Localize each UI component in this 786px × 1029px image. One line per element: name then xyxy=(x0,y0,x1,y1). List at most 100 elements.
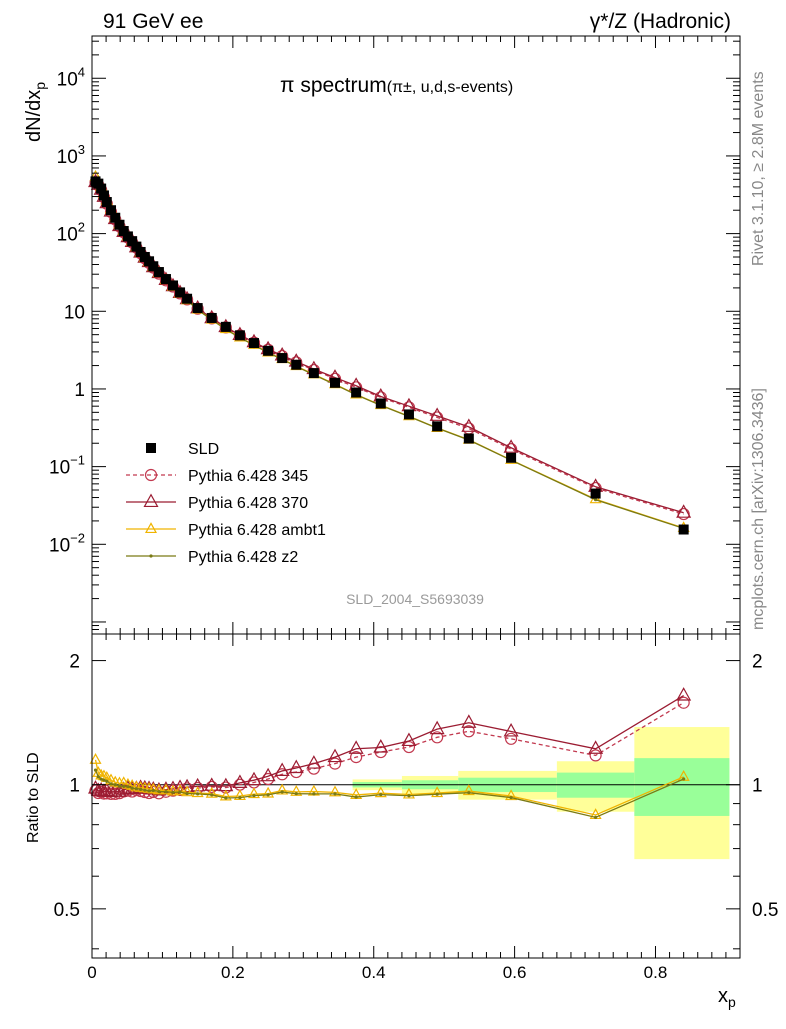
point-sld-8 xyxy=(118,226,129,237)
point-sld-6 xyxy=(110,212,121,223)
ratio-point-pythia-6-428-z2-15 xyxy=(151,788,155,793)
ratio-y-tick-label-right: 1 xyxy=(752,776,763,797)
legend-item-sld: SLD xyxy=(146,441,219,458)
ratio-point-pythia-6-428-370-31 xyxy=(348,740,364,754)
ratio-y-tick-label-left: 1 xyxy=(69,776,80,797)
top-frame xyxy=(91,35,741,635)
point-sld-23 xyxy=(220,321,231,332)
x-tick-label: 0.6 xyxy=(503,963,527,982)
legend: SLD Pythia 6.428 345 Pythia 6.428 370 Pythi… xyxy=(126,441,326,566)
ratio-point-pythia-6-428-z2-34 xyxy=(435,792,439,796)
ratio-point-pythia-6-428-z2-24 xyxy=(238,795,242,800)
ratio-point-pythia-6-428-z2-19 xyxy=(178,790,182,794)
y-tick-label: 10−1 xyxy=(49,453,85,479)
xlabel: xp xyxy=(718,985,736,1010)
point-sld-32 xyxy=(375,398,386,409)
point-sld-5 xyxy=(106,205,117,216)
ratio-point-pythia-6-428-345-34 xyxy=(431,731,444,744)
ratio-point-pythia-6-428-ambt1-27 xyxy=(276,783,289,795)
ratio-point-pythia-6-428-ambt1-19 xyxy=(174,784,187,795)
point-sld-36 xyxy=(506,452,517,463)
ratio-point-pythia-6-428-z2-0 xyxy=(93,768,98,772)
y-tick-base: 10 xyxy=(57,147,78,168)
ratio-point-pythia-6-428-z2-20 xyxy=(185,791,189,796)
main-title: π spectrum(π±, u,d,s-events) xyxy=(280,74,513,97)
point-sld-31 xyxy=(351,387,362,398)
ratio-point-pythia-6-428-z2-7 xyxy=(117,784,122,788)
point-pythia-6-428-370-35 xyxy=(461,418,477,432)
main-subtitle: (π±, u,d,s-events) xyxy=(387,79,514,96)
point-sld-21 xyxy=(192,303,203,314)
legend-marker xyxy=(146,443,156,453)
ratio-point-pythia-6-428-z2-3 xyxy=(102,778,106,782)
x-tick-label: 0.4 xyxy=(362,963,386,982)
y-tick-label: 10 xyxy=(64,302,85,323)
ratio-point-pythia-6-428-z2-21 xyxy=(196,792,200,796)
ratio-point-pythia-6-428-ambt1-20 xyxy=(181,785,194,797)
top-series-layer xyxy=(88,169,692,535)
ratio-y-tick-label-right: 2 xyxy=(752,652,763,673)
ratio-y-tick-label-left: 0.5 xyxy=(54,900,80,921)
y-tick-base: 10 xyxy=(49,535,70,556)
y-tick-label: 104 xyxy=(57,64,85,90)
ratio-point-pythia-6-428-370-34 xyxy=(429,720,445,735)
ratio-point-pythia-6-428-ambt1-18 xyxy=(166,784,180,796)
point-sld-35 xyxy=(463,433,474,444)
point-sld-38 xyxy=(678,524,689,535)
point-sld-15 xyxy=(148,261,159,272)
ratio-point-pythia-6-428-370-24 xyxy=(232,774,248,788)
point-sld-10 xyxy=(127,236,138,247)
analysis-watermark: SLD_2004_S5693039 xyxy=(346,591,484,607)
series-line-pythia-6-428-z2 xyxy=(95,178,684,530)
ratio-point-pythia-6-428-z2-31 xyxy=(354,795,358,799)
y-tick-exp: 3 xyxy=(78,142,85,157)
ratio-point-pythia-6-428-370-30 xyxy=(327,748,343,763)
x-tick-label: 0.2 xyxy=(221,963,245,982)
ratio-point-pythia-6-428-ambt1-30 xyxy=(328,785,342,797)
point-pythia-6-428-370-36 xyxy=(503,439,519,453)
ratio-point-pythia-6-428-z2-10 xyxy=(130,786,134,790)
ratio-point-pythia-6-428-345-31 xyxy=(350,751,363,764)
point-sld-37 xyxy=(590,488,601,499)
legend-marker xyxy=(144,468,158,482)
ratio-point-pythia-6-428-z2-26 xyxy=(266,793,270,797)
ratio-point-pythia-6-428-370-27 xyxy=(274,762,290,776)
ratio-point-pythia-6-428-ambt1-24 xyxy=(233,789,246,801)
ratio-ylabel: Ratio to SLD xyxy=(25,752,42,843)
ratio-point-pythia-6-428-z2-38 xyxy=(682,777,686,781)
point-sld-30 xyxy=(330,377,340,388)
top-ylabel-main: dN/dx xyxy=(23,90,45,142)
y-tick-label: 1 xyxy=(74,380,85,401)
ratio-point-pythia-6-428-z2-22 xyxy=(210,793,214,797)
y-tick-base: 10 xyxy=(49,458,70,479)
legend-item-pythia-6-428-345: Pythia 6.428 345 xyxy=(126,468,308,485)
legend-item-pythia-6-428-z2: Pythia 6.428 z2 xyxy=(126,549,298,566)
point-pythia-6-428-370-34 xyxy=(429,407,445,421)
ratio-point-pythia-6-428-370-32 xyxy=(373,739,389,753)
ratio-point-pythia-6-428-370-38 xyxy=(676,687,692,701)
ratio-point-pythia-6-428-z2-17 xyxy=(164,790,168,794)
ratio-point-pythia-6-428-z2-8 xyxy=(122,784,126,788)
y-tick-exp: 2 xyxy=(78,220,85,235)
ratio-point-pythia-6-428-z2-29 xyxy=(312,792,316,796)
ratio-point-pythia-6-428-345-22 xyxy=(205,780,218,794)
x-tick-label: 0 xyxy=(87,963,96,982)
legend-label: Pythia 6.428 345 xyxy=(188,468,308,485)
ratio-point-pythia-6-428-z2-23 xyxy=(224,796,228,800)
legend-label: Pythia 6.428 370 xyxy=(188,495,308,512)
ratio-point-pythia-6-428-z2-33 xyxy=(407,794,411,798)
ratio-point-pythia-6-428-370-37 xyxy=(588,740,604,754)
point-pythia-6-428-345-38 xyxy=(677,507,690,521)
legend-marker xyxy=(144,522,158,534)
legend-marker xyxy=(143,493,159,508)
xlabel-sub: p xyxy=(728,994,736,1010)
ratio-point-pythia-6-428-z2-9 xyxy=(126,785,130,789)
ratio-point-pythia-6-428-370-26 xyxy=(260,767,276,782)
y-tick-label: 102 xyxy=(57,220,85,246)
ratio-point-pythia-6-428-345-37 xyxy=(589,749,602,762)
ratio-point-pythia-6-428-345-33 xyxy=(402,740,416,754)
point-sld-19 xyxy=(175,287,186,298)
ratio-point-pythia-6-428-ambt1-32 xyxy=(374,786,387,798)
